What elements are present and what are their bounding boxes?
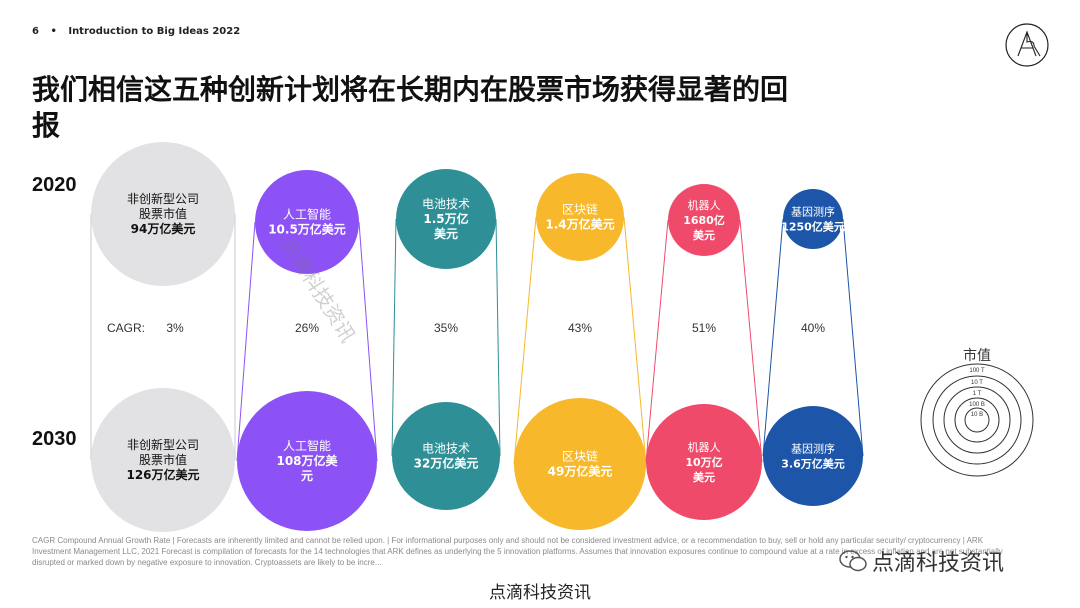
cat-2-bubble-2030 bbox=[392, 402, 500, 510]
legend-ring-label-0: 100 T bbox=[969, 368, 985, 374]
cat-4-label-2030-line-0: 机器人 bbox=[688, 440, 721, 454]
cat-4-bubble-2030 bbox=[646, 404, 762, 520]
legend-ring-4 bbox=[964, 407, 990, 433]
cat-1-cagr-value: 26% bbox=[295, 321, 319, 335]
cat-2-label-2030-line-1: 32万亿美元 bbox=[414, 456, 479, 471]
cat-3-bubble-2030 bbox=[514, 398, 646, 530]
cat-3-label-2020-line-1: 1.4万亿美元 bbox=[545, 217, 614, 232]
legend-ring-label-3: 100 B bbox=[969, 402, 985, 408]
cat-0-label-2030-line-1: 股票市值 bbox=[139, 452, 187, 467]
wechat-icon bbox=[839, 550, 867, 572]
cat-4-label-2020-line-1: 1680亿 bbox=[683, 213, 725, 227]
cat-1-bubble-2030 bbox=[237, 391, 377, 531]
cat-0-label-2020-line-0: 非创新型公司 bbox=[127, 191, 199, 206]
legend-ring-3 bbox=[954, 397, 1000, 443]
cat-5-bubble-2030 bbox=[763, 406, 863, 506]
cat-2-label-2020-line-2: 美元 bbox=[434, 226, 458, 241]
legend-ring-2 bbox=[943, 386, 1011, 454]
ark-logo-icon bbox=[1005, 23, 1049, 67]
cat-0-label-2030-line-2: 126万亿美元 bbox=[126, 467, 199, 482]
cat-1-label-2030-line-1: 108万亿美 bbox=[276, 453, 338, 468]
cat-2-connector-right bbox=[495, 218, 501, 457]
cat-4-bubble-2020 bbox=[668, 184, 740, 256]
cat-5-label-2020-line-1: 1250亿美元 bbox=[781, 220, 845, 234]
cat-2-bubble-2020 bbox=[396, 169, 496, 269]
cat-1-connector-right bbox=[358, 221, 378, 462]
cat-0-label-2020-line-2: 94万亿美元 bbox=[131, 221, 196, 236]
cat-5-bubble-2020 bbox=[783, 189, 843, 249]
cat-1-connector-left bbox=[236, 221, 256, 462]
year-2020-label: 2020 bbox=[32, 174, 77, 196]
cat-2-connector-left bbox=[391, 218, 397, 457]
cat-3-label-2020-line-0: 区块链 bbox=[562, 202, 598, 217]
legend-ring-label-2: 1 T bbox=[973, 391, 982, 397]
cat-1-label-2020-line-0: 人工智能 bbox=[283, 207, 331, 222]
cat-1-label-2030-line-0: 人工智能 bbox=[283, 438, 331, 453]
page-title: 我们相信这五种创新计划将在长期内在股票市场获得显著的回报 bbox=[32, 73, 789, 142]
page-number: 6 bbox=[32, 26, 39, 37]
cat-3-label-2030-line-1: 49万亿美元 bbox=[548, 464, 613, 479]
cat-2-cagr-value: 35% bbox=[434, 321, 458, 335]
cat-4-label-2030-line-2: 美元 bbox=[693, 470, 715, 484]
cat-4-connector-right bbox=[739, 219, 763, 463]
cat-4-connector-left bbox=[645, 219, 669, 463]
year-2030-label: 2030 bbox=[32, 428, 77, 450]
legend-ring-0 bbox=[920, 363, 1034, 477]
cat-5-label-2030-line-0: 基因测序 bbox=[791, 442, 835, 456]
cat-5-label-2030-line-1: 3.6万亿美元 bbox=[781, 457, 845, 471]
cat-0-label-2030-line-0: 非创新型公司 bbox=[127, 437, 199, 452]
cat-3-connector-right bbox=[623, 216, 647, 465]
cat-2-label-2020-line-1: 1.5万亿 bbox=[423, 211, 468, 226]
legend-ring-label-1: 10 T bbox=[971, 380, 983, 386]
legend-ring-label-4: 10 B bbox=[971, 412, 983, 418]
cat-3-cagr-value: 43% bbox=[568, 321, 592, 335]
cat-4-cagr-value: 51% bbox=[692, 321, 716, 335]
cat-0-bubble-2030 bbox=[91, 388, 235, 532]
cat-2-label-2030-line-0: 电池技术 bbox=[422, 442, 470, 456]
cat-1-bubble-2020 bbox=[255, 170, 359, 274]
cat-5-cagr-value: 40% bbox=[801, 321, 825, 335]
cat-0-bubble-2020 bbox=[91, 142, 235, 286]
cat-5-connector-left bbox=[762, 218, 784, 457]
header-separator: • bbox=[50, 26, 57, 37]
cat-0-label-2020-line-1: 股票市值 bbox=[139, 206, 187, 221]
cat-4-label-2020-line-0: 机器人 bbox=[688, 198, 721, 212]
cat-5-connector-right bbox=[842, 218, 864, 457]
wechat-badge: 点滴科技资讯 bbox=[838, 545, 1004, 577]
header-meta: 6 • Introduction to Big Ideas 2022 bbox=[32, 26, 240, 37]
cat-5-label-2020-line-0: 基因测序 bbox=[791, 205, 835, 219]
bottom-brand: 点滴科技资讯 bbox=[489, 583, 591, 603]
cat-3-bubble-2020 bbox=[536, 173, 624, 261]
doc-title: Introduction to Big Ideas 2022 bbox=[68, 26, 241, 37]
legend-title: 市值 bbox=[963, 348, 991, 364]
cat-3-connector-left bbox=[513, 216, 537, 465]
wechat-label: 点滴科技资讯 bbox=[872, 551, 1005, 576]
cat-1-label-2020-line-1: 10.5万亿美元 bbox=[268, 222, 346, 237]
cat-1-label-2030-line-2: 元 bbox=[301, 469, 313, 483]
legend-ring-1 bbox=[932, 375, 1022, 465]
cat-4-label-2030-line-1: 10万亿 bbox=[685, 455, 722, 469]
cat-0-cagr-value: 3% bbox=[166, 321, 184, 335]
cat-2-label-2020-line-0: 电池技术 bbox=[422, 197, 470, 211]
cagr-label: CAGR: bbox=[107, 321, 145, 335]
cat-4-label-2020-line-2: 美元 bbox=[693, 228, 715, 242]
cat-3-label-2030-line-0: 区块链 bbox=[562, 449, 598, 464]
footnote: CAGR Compound Annual Growth Rate | Forec… bbox=[32, 536, 1003, 567]
